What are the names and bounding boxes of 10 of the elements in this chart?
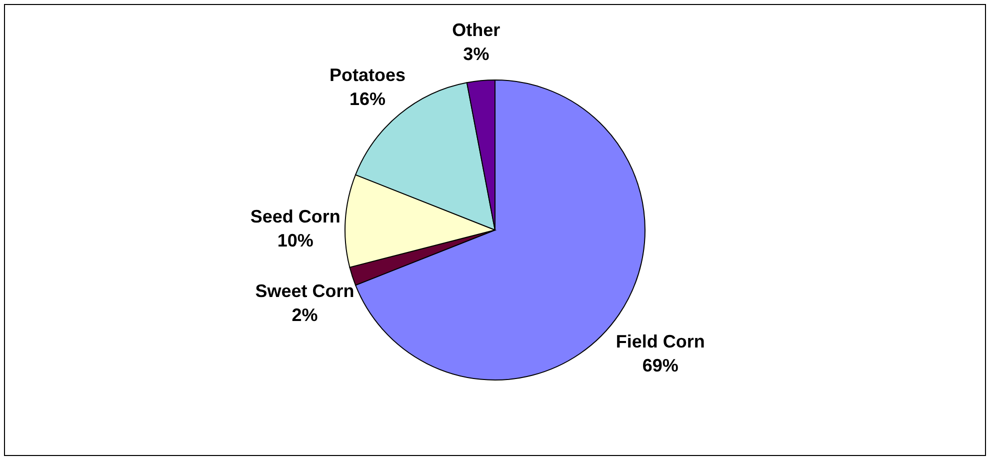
slice-label: Seed Corn — [250, 206, 340, 226]
slice-label: Potatoes — [330, 64, 406, 85]
data-label: 16% — [350, 88, 386, 109]
data-label: 69% — [642, 355, 678, 376]
data-label: 3% — [463, 44, 490, 64]
data-label: 10% — [277, 230, 314, 250]
data-label: 2% — [292, 304, 318, 325]
slice-label: Other — [452, 20, 500, 40]
slice-label: Sweet Corn — [255, 280, 354, 301]
slice-label: Field Corn — [616, 331, 705, 352]
